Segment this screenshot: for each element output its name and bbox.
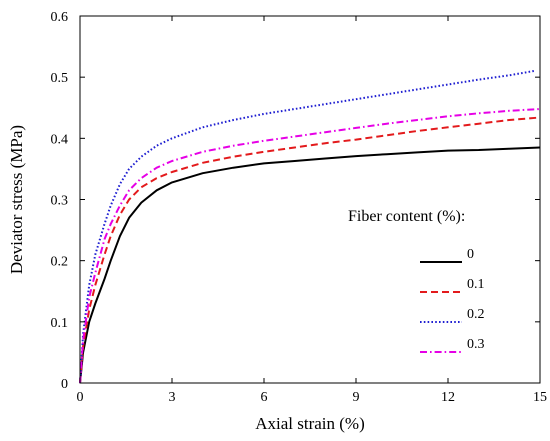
plot-area-frame: [79, 15, 541, 384]
x-tick-label: 15: [533, 390, 547, 405]
legend-label: 0.1: [467, 277, 485, 292]
y-tick-label: 0.2: [51, 255, 69, 270]
y-axis: 0 0.1 0.2 0.3 0.4 0.5 0.6: [51, 10, 540, 392]
y-tick-label: 0.5: [51, 71, 69, 86]
y-tick-label: 0.6: [51, 10, 69, 25]
series-lines: [79, 70, 541, 384]
x-tick-label: 0: [77, 390, 84, 405]
y-tick-label: 0.1: [51, 316, 69, 331]
x-axis-label: Axial strain (%): [255, 414, 365, 433]
legend: Fiber content (%): 0 0.1 0.2 0.3: [348, 208, 485, 353]
series-line-0-2: [79, 70, 535, 384]
x-axis: 0 3 6 9 12 15: [77, 16, 547, 405]
x-tick-label: 9: [353, 390, 360, 405]
series-line-0-3: [79, 108, 541, 384]
x-tick-label: 3: [169, 390, 176, 405]
y-tick-label: 0: [61, 377, 68, 392]
y-tick-label: 0.4: [51, 132, 69, 147]
legend-label: 0.3: [467, 337, 485, 352]
y-tick-label: 0.3: [51, 194, 69, 209]
x-tick-label: 12: [441, 390, 455, 405]
series-line-0: [79, 146, 541, 384]
legend-label: 0.2: [467, 307, 485, 322]
legend-label: 0: [467, 247, 474, 262]
x-tick-label: 6: [261, 390, 268, 405]
y-axis-label: Deviator stress (MPa): [7, 125, 26, 274]
series-line-0-1: [79, 116, 541, 384]
legend-title: Fiber content (%):: [348, 208, 465, 225]
